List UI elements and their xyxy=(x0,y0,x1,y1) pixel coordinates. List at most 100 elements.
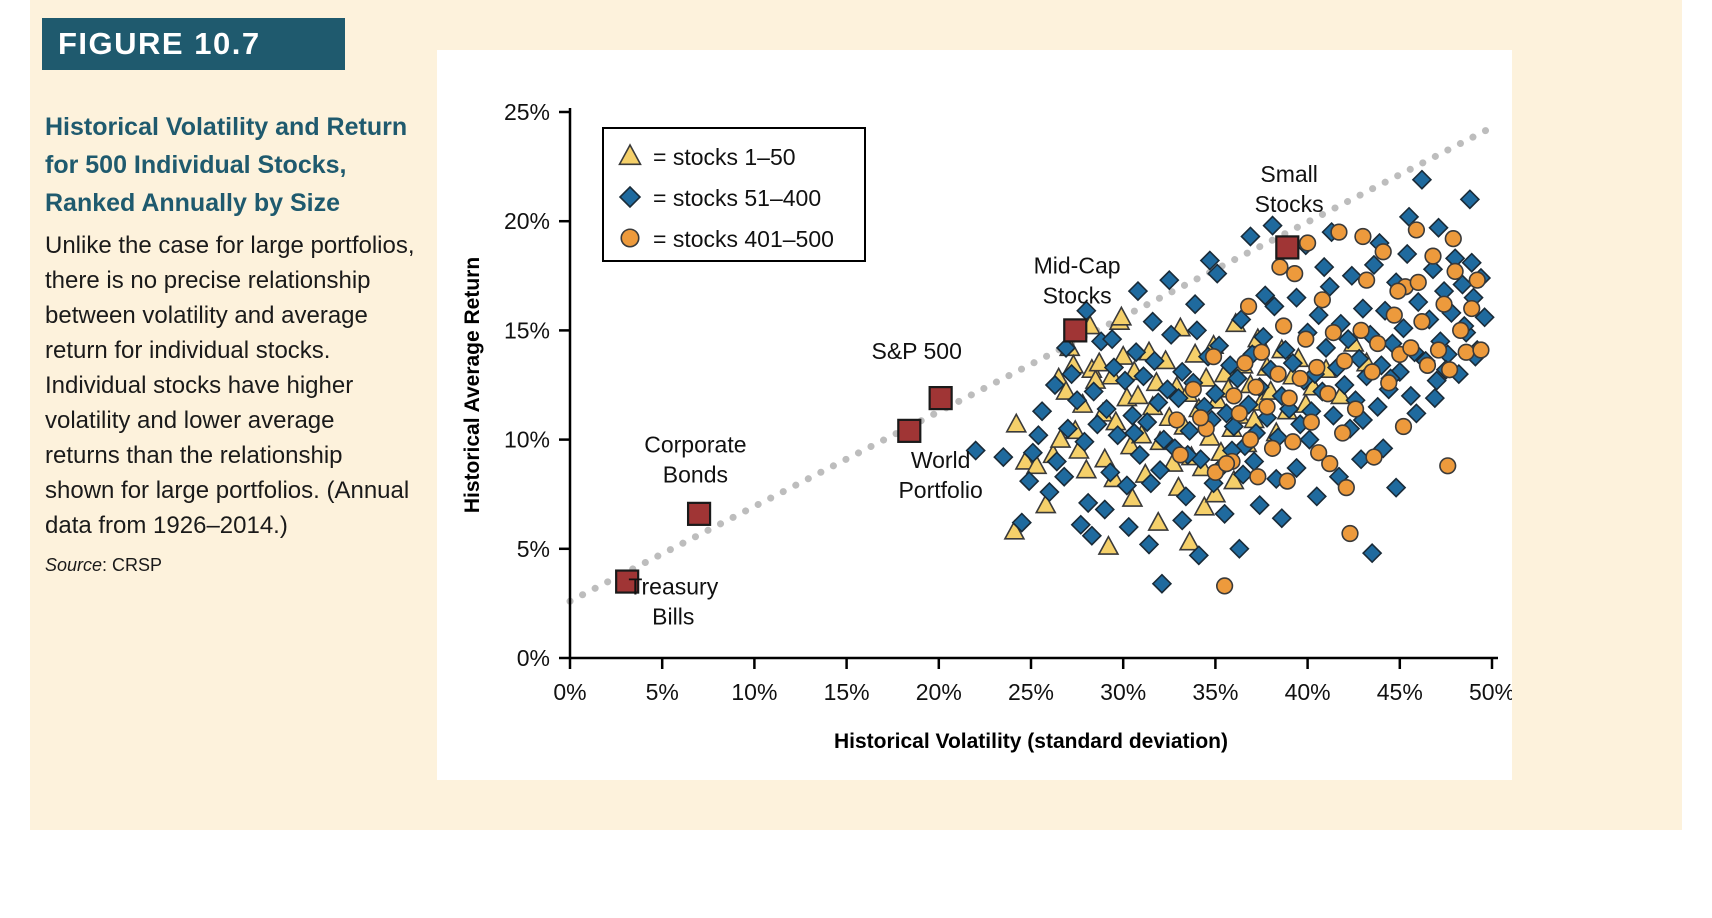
benchmark-marker xyxy=(897,418,922,443)
data-point-diamond xyxy=(1308,304,1329,326)
source-value: : CRSP xyxy=(102,555,163,575)
data-point-diamond xyxy=(1400,385,1421,407)
data-point-circle xyxy=(1298,234,1317,252)
data-point-diamond xyxy=(1070,514,1091,535)
benchmark-marker xyxy=(928,386,953,411)
x-tick-label: 30% xyxy=(1100,679,1146,705)
data-point-circle xyxy=(1429,341,1448,359)
x-tick-label: 5% xyxy=(646,679,679,705)
data-point-circle xyxy=(1457,343,1475,361)
data-point-diamond xyxy=(1422,259,1444,280)
data-point-diamond xyxy=(1019,470,1040,492)
data-point-circle xyxy=(1452,321,1470,340)
data-point-circle xyxy=(1380,374,1398,392)
data-point-circle xyxy=(1402,339,1420,357)
data-point-diamond xyxy=(1352,298,1374,319)
legend-label: = stocks 51–400 xyxy=(653,185,821,211)
data-point-triangle xyxy=(1088,351,1111,372)
data-point-diamond xyxy=(1341,265,1362,286)
data-point-circle xyxy=(1258,398,1276,416)
data-point-circle xyxy=(1341,524,1359,543)
data-point-diamond xyxy=(1227,368,1248,389)
data-point-diamond xyxy=(1081,525,1102,546)
data-point-diamond xyxy=(1057,418,1079,439)
x-tick-label: 25% xyxy=(1008,679,1054,705)
y-axis-title: Historical Average Return xyxy=(461,257,484,513)
data-point-circle xyxy=(1171,446,1189,464)
annotation-label: Mid-Cap Stocks xyxy=(1034,253,1121,309)
data-point-triangle xyxy=(1110,305,1133,326)
data-point-circle xyxy=(1263,439,1282,457)
data-point-diamond xyxy=(1159,270,1180,291)
x-tick-label: 35% xyxy=(1192,679,1238,705)
data-point-triangle xyxy=(1093,447,1116,468)
data-point-diamond xyxy=(1314,256,1335,278)
data-point-diamond xyxy=(1031,401,1053,422)
annotation-label: World Portfolio xyxy=(898,447,982,503)
data-point-diamond xyxy=(1367,396,1388,417)
data-point-diamond xyxy=(1411,169,1433,190)
data-point-circle xyxy=(1230,404,1248,423)
data-point-diamond xyxy=(965,440,986,461)
data-point-diamond xyxy=(1028,425,1049,446)
x-tick-label: 10% xyxy=(731,679,777,705)
y-tick-label: 5% xyxy=(517,536,550,562)
scatter-points xyxy=(965,169,1495,595)
data-point-diamond xyxy=(1205,383,1226,404)
data-point-circle xyxy=(1334,424,1352,442)
data-point-diamond xyxy=(1424,387,1445,409)
data-point-circle xyxy=(1413,313,1431,331)
data-point-diamond xyxy=(1140,473,1161,494)
data-point-diamond xyxy=(1363,254,1385,276)
benchmark-marker xyxy=(615,569,640,594)
legend-box xyxy=(602,127,866,262)
data-point-diamond xyxy=(1151,573,1173,594)
data-point-diamond xyxy=(1149,460,1171,481)
data-point-diamond xyxy=(1138,534,1160,555)
data-point-diamond xyxy=(1220,355,1241,376)
data-point-triangle xyxy=(1178,530,1201,551)
data-point-diamond xyxy=(1125,342,1147,363)
y-tick-label: 20% xyxy=(504,208,550,234)
data-point-diamond xyxy=(1172,510,1193,531)
data-point-circle xyxy=(1357,271,1376,289)
data-point-diamond xyxy=(1124,422,1145,444)
data-point-circle xyxy=(1313,291,1331,309)
data-point-circle xyxy=(1369,334,1387,353)
legend-marker-diamond xyxy=(618,185,642,209)
data-point-diamond xyxy=(1157,379,1178,400)
caption-body: Unlike the case for large portfolios, th… xyxy=(45,232,415,539)
data-point-diamond xyxy=(1362,543,1383,564)
data-point-diamond xyxy=(1022,442,1043,463)
data-point-diamond xyxy=(1083,381,1104,402)
data-point-diamond xyxy=(1103,357,1125,378)
data-point-circle xyxy=(1418,356,1437,374)
y-tick-label: 10% xyxy=(504,427,550,453)
data-point-diamond xyxy=(1315,337,1337,359)
data-point-circle xyxy=(1249,468,1267,486)
data-point-circle xyxy=(1444,230,1462,248)
data-point-circle xyxy=(1324,323,1343,342)
data-point-circle xyxy=(1310,444,1328,462)
data-point-diamond xyxy=(1122,405,1143,426)
data-point-circle xyxy=(1225,387,1243,405)
x-tick-label: 0% xyxy=(553,679,586,705)
data-point-circle xyxy=(1335,352,1354,370)
source-word: Source xyxy=(45,555,103,575)
series-3 xyxy=(1168,221,1490,595)
data-point-diamond xyxy=(1168,387,1189,409)
data-point-circle xyxy=(1446,262,1464,281)
data-point-diamond xyxy=(1078,492,1099,514)
data-point-circle xyxy=(1389,282,1407,300)
data-point-circle xyxy=(1204,347,1223,366)
data-point-diamond xyxy=(1323,405,1344,426)
data-point-diamond xyxy=(1406,403,1427,424)
data-point-circle xyxy=(1308,358,1326,377)
data-point-diamond xyxy=(1207,263,1228,284)
data-point-circle xyxy=(1241,430,1260,449)
legend-label: = stocks 1–50 xyxy=(653,144,796,170)
data-point-diamond xyxy=(1231,309,1252,330)
data-point-diamond xyxy=(1214,503,1235,524)
data-point-diamond xyxy=(1102,329,1123,350)
